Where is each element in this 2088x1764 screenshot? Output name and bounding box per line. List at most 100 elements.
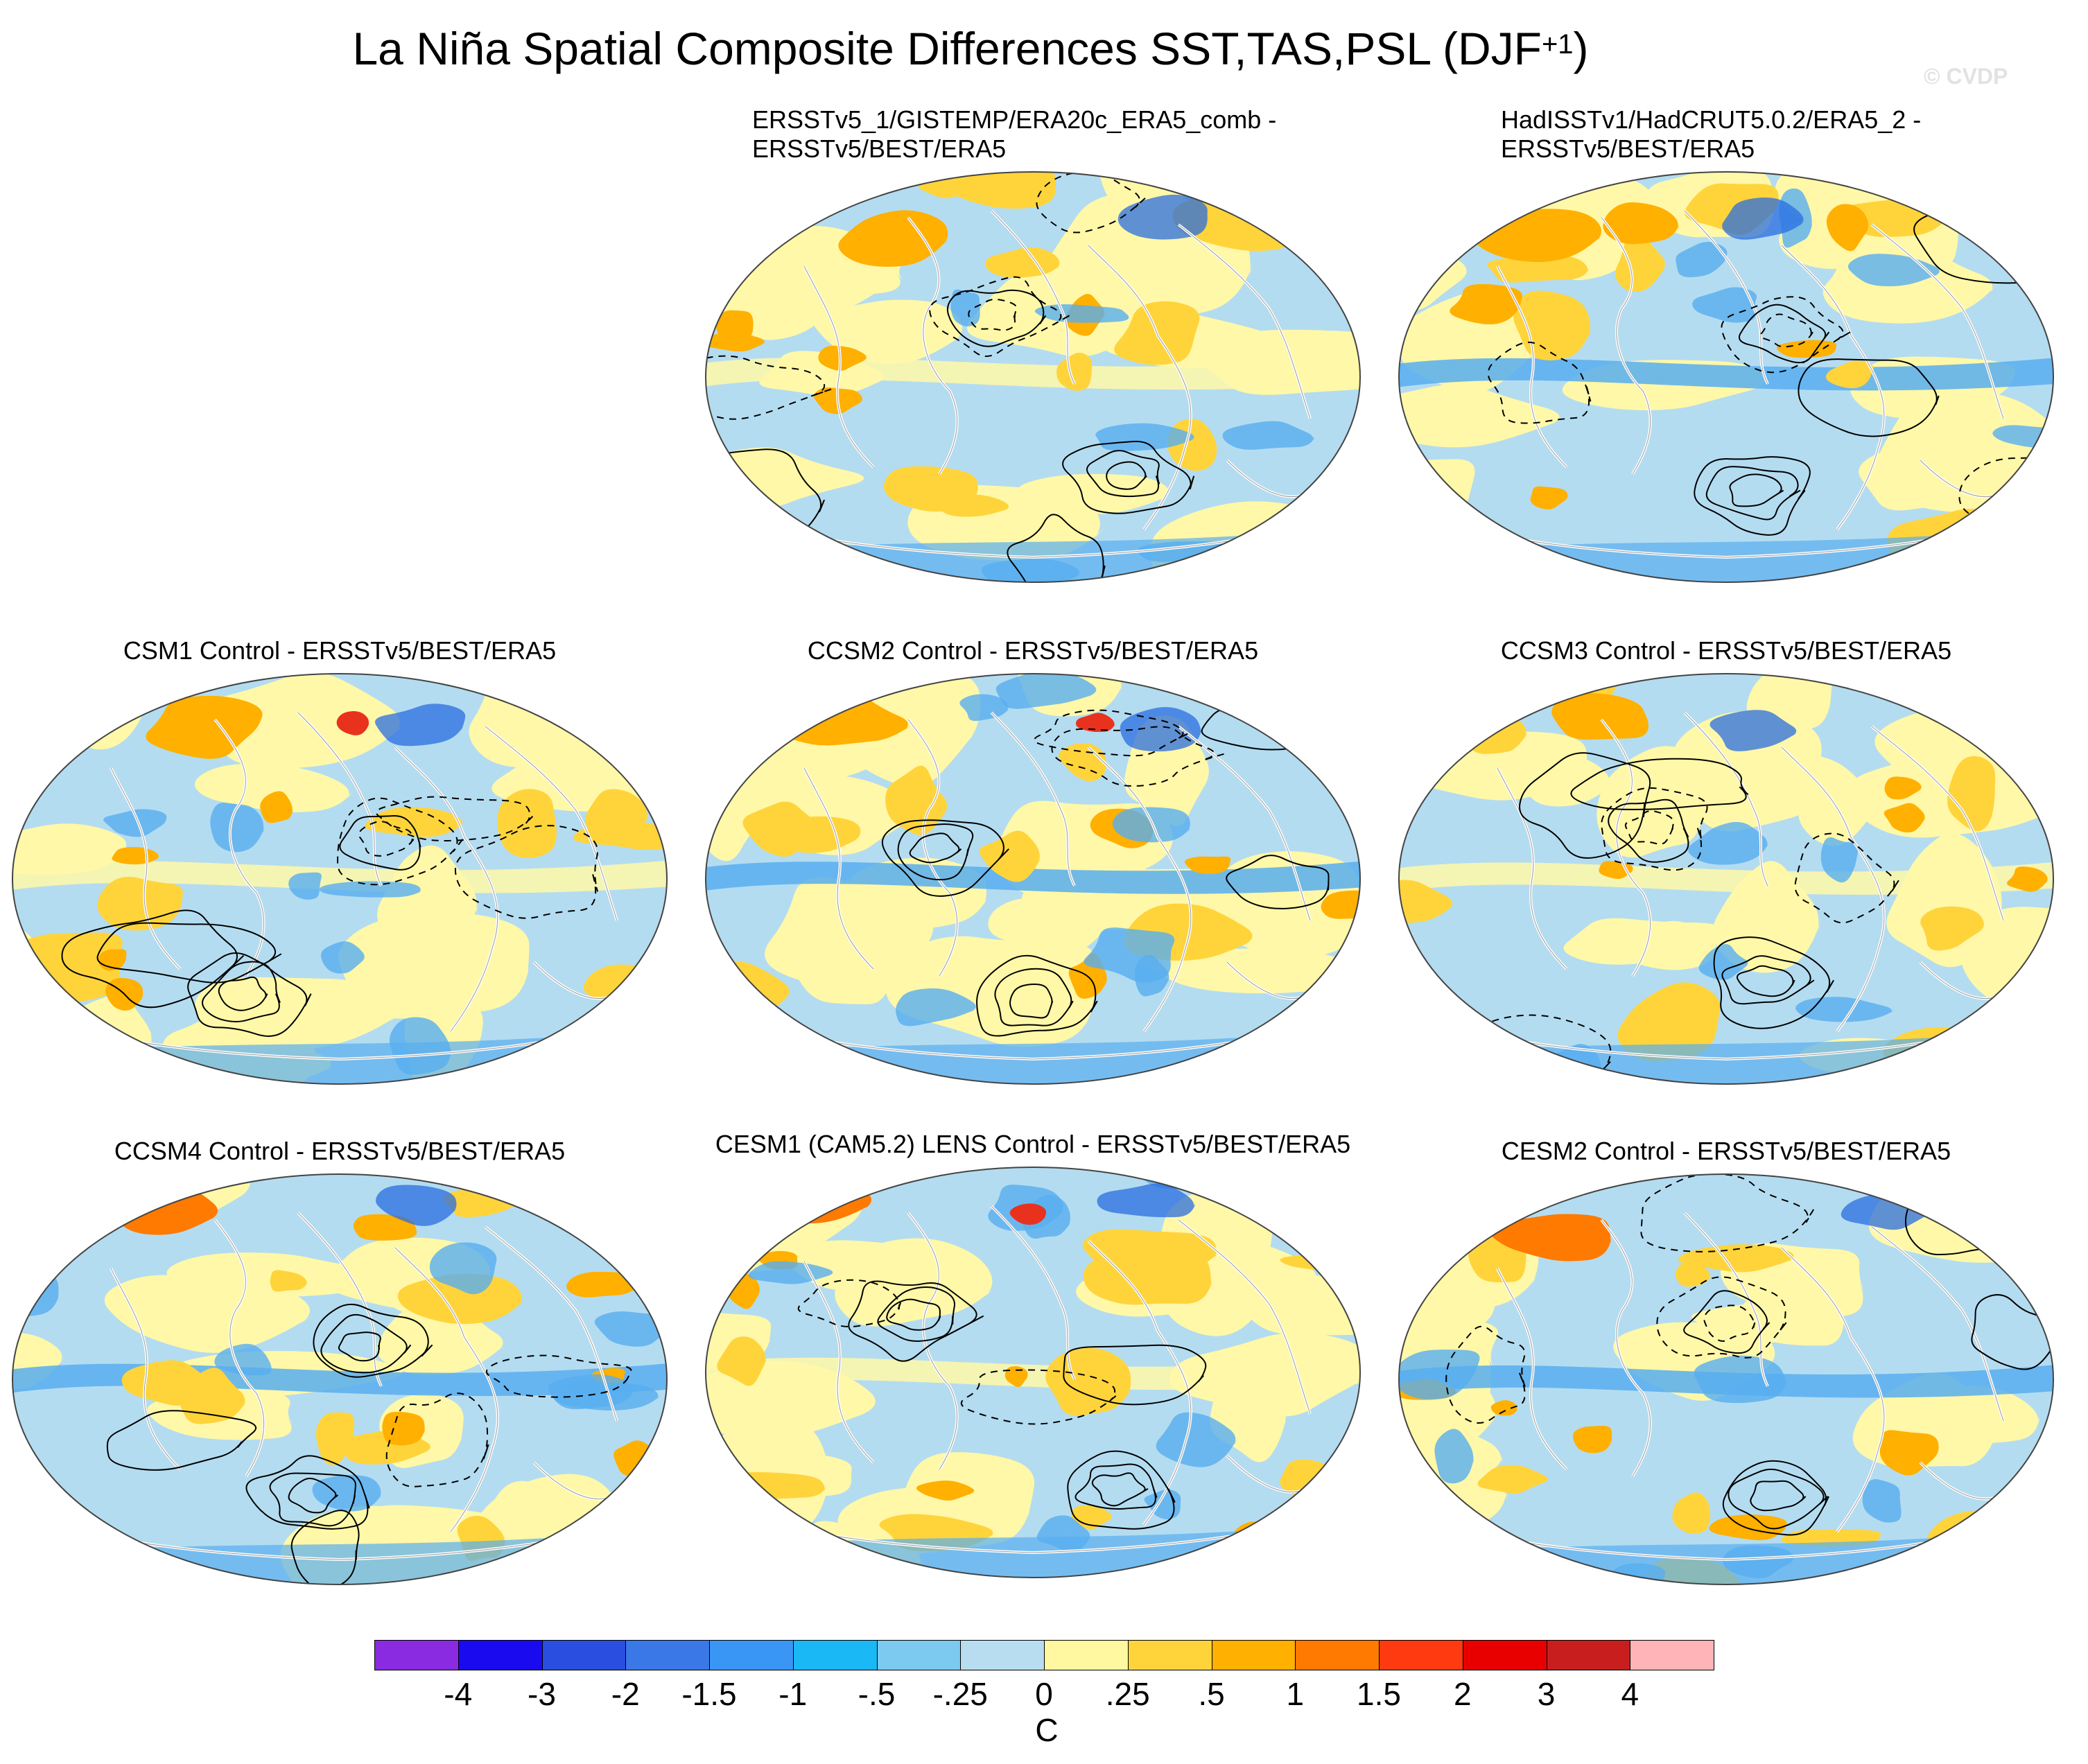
figure-title: La Niña Spatial Composite Differences SS…	[352, 23, 1589, 74]
composite-map	[705, 1167, 1361, 1578]
coastline-edge	[1601, 1219, 1651, 1477]
anomaly-region-weak-warm	[35, 1174, 200, 1198]
coastline-edge	[1871, 1226, 2004, 1422]
colorbar-tick-label: -1.5	[681, 1676, 737, 1712]
anomaly-region-strong-warm	[706, 965, 739, 983]
anomaly-region-strong-warm	[1603, 202, 1680, 245]
coastline-edge	[1226, 961, 1304, 999]
psl-contour	[1091, 1472, 1149, 1507]
anomaly-region-weak-warm	[1798, 756, 1880, 846]
arctic-cold-anomaly	[376, 1185, 458, 1226]
coastline-edge	[1497, 1268, 1567, 1470]
panel-title-line: CSM1 Control - ERSSTv5/BEST/ERA5	[123, 636, 557, 665]
colorbar-swatch	[1211, 1640, 1296, 1670]
anomaly-region-warm	[97, 876, 183, 931]
anomaly-region-weak-warm	[988, 898, 1108, 954]
anomaly-region-strong-warm	[706, 333, 767, 352]
psl-contour	[1656, 1276, 1787, 1359]
panel-title: CESM2 Control - ERSSTv5/BEST/ERA5	[1393, 1137, 2059, 1166]
anomaly-region-cold	[1285, 557, 1360, 579]
panel-title-line: ERSSTv5_1/GISTEMP/ERA20c_ERA5_comb -	[752, 105, 1277, 134]
equatorial-band	[706, 860, 1360, 894]
psl-contour	[290, 1510, 360, 1584]
anomaly-region-strong-warm	[916, 1481, 977, 1501]
equatorial-band	[1399, 357, 2053, 391]
psl-contour	[1798, 358, 1940, 437]
colorbar-tick-label: -.25	[932, 1676, 988, 1712]
southern-ocean-band	[706, 1531, 1360, 1578]
southern-ocean-band	[1399, 536, 2053, 582]
coastline-edge	[907, 719, 958, 977]
psl-contour	[1728, 1468, 1829, 1530]
anomaly-region-cold	[896, 988, 981, 1027]
psl-contour	[897, 823, 974, 881]
anomaly-region-strong-warm	[1879, 1430, 1940, 1476]
colorbar-tick-label: -4	[444, 1676, 473, 1712]
composite-map	[705, 673, 1361, 1085]
coastline-edge	[1920, 1462, 1997, 1500]
arctic-cold-anomaly	[1709, 710, 1800, 751]
coastline-edge	[1684, 1212, 1768, 1387]
coastline-edge	[1497, 767, 1567, 970]
anomaly-region-strong-warm	[260, 791, 293, 823]
coastline-edge	[1226, 460, 1304, 498]
anomaly-region-warm	[1615, 234, 1668, 292]
psl-contour	[848, 1280, 984, 1362]
psl-contour	[960, 1369, 1117, 1425]
coastline-edge	[991, 712, 1075, 887]
anomaly-region-weak-warm	[12, 1548, 132, 1584]
anomaly-region-warm	[1323, 1037, 1360, 1084]
map-panel-ccsm3: CCSM3 Control - ERSSTv5/BEST/ERA5	[1393, 636, 2059, 1094]
arctic-cold-anomaly	[1097, 1183, 1196, 1218]
colorbar-tick-label: 0	[1035, 1676, 1053, 1712]
psl-contour	[909, 832, 962, 864]
anomaly-region-warm	[397, 1273, 526, 1325]
anomaly-region-warm	[365, 807, 466, 837]
anomaly-region-cold	[103, 809, 167, 837]
colorbar-tick-label: 3	[1537, 1676, 1556, 1712]
psl-contour	[1570, 758, 1749, 810]
psl-contour	[1487, 342, 1592, 424]
anomaly-region-cold	[1399, 1350, 1480, 1400]
anomaly-region-cold	[1434, 1429, 1475, 1484]
colorbar-tick-label: -3	[528, 1676, 556, 1712]
composite-map	[1398, 673, 2054, 1085]
psl-contour	[1051, 726, 1224, 787]
anomaly-region-warm	[1672, 1492, 1711, 1535]
anomaly-region-strong-warm	[2007, 866, 2049, 892]
anomaly-region-strong-warm	[1439, 1051, 1506, 1066]
anomaly-region-warm	[1399, 1522, 1474, 1546]
colorbar-swatch	[541, 1640, 627, 1670]
arctic-cold-anomaly	[1120, 707, 1201, 752]
coastline-edge	[297, 1212, 382, 1387]
psl-contour	[375, 796, 534, 841]
anomaly-region-warm	[621, 1238, 664, 1259]
anomaly-region-weak-warm	[1671, 711, 1822, 832]
anomaly-region-cold	[1688, 821, 1769, 865]
psl-contour	[1721, 296, 1851, 374]
anomaly-region-warm	[1045, 1347, 1133, 1416]
psl-contour	[946, 289, 1047, 347]
colorbar-swatch	[374, 1640, 459, 1670]
anomaly-region-strong-warm	[382, 1411, 426, 1446]
coastline-edge	[907, 1212, 958, 1470]
psl-contour	[1009, 983, 1054, 1019]
psl-contour	[1624, 810, 1674, 845]
coastline-edge	[1462, 529, 1990, 558]
colorbar-swatch	[458, 1640, 543, 1670]
coastline-edge	[907, 217, 958, 475]
anomaly-region-weak-warm	[338, 911, 530, 1019]
anomaly-region-cold	[429, 1242, 497, 1295]
anomaly-region-cold	[1692, 287, 1757, 323]
anomaly-region-weak-warm	[1399, 459, 1475, 545]
psl-contour	[1075, 1463, 1158, 1510]
anomaly-region-strong-warm	[814, 387, 865, 414]
anomaly-region-cold	[748, 1261, 839, 1284]
coastline-edge	[394, 1247, 498, 1532]
anomaly-region-cold	[210, 802, 266, 853]
psl-contour	[338, 1331, 381, 1362]
anomaly-region-warm	[1399, 880, 1457, 923]
anomaly-region-warm	[1617, 982, 1721, 1062]
coastline-edge	[1462, 1031, 1990, 1060]
colorbar-unit: C	[1035, 1712, 1059, 1748]
